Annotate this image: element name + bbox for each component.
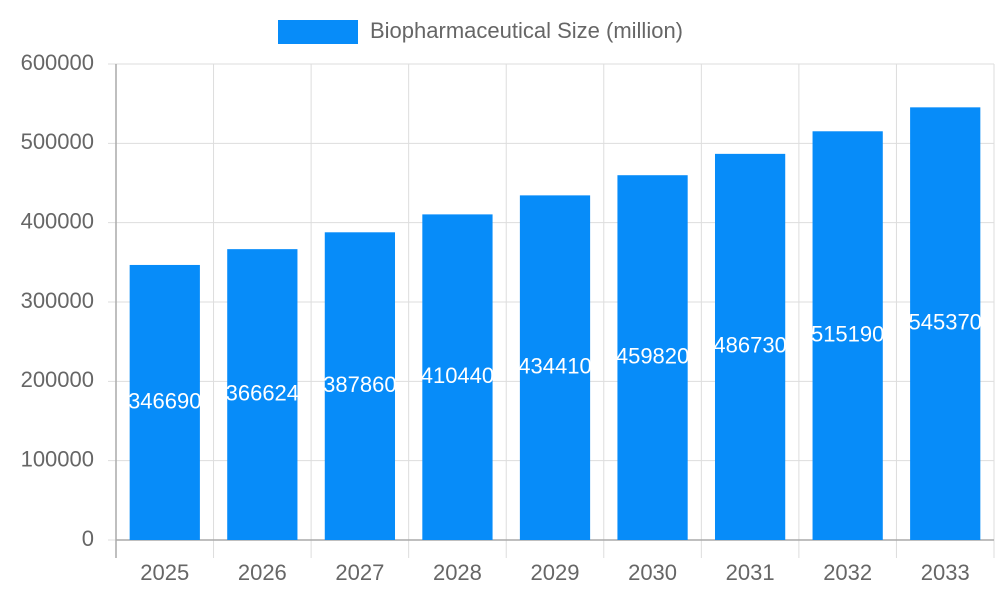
data-label: 515190 — [811, 321, 884, 346]
bar — [422, 214, 493, 540]
y-tick-label: 500000 — [21, 129, 94, 154]
y-tick-label: 200000 — [21, 367, 94, 392]
data-label: 486730 — [713, 333, 786, 358]
bar — [227, 249, 298, 540]
x-tick-label: 2025 — [140, 560, 189, 585]
x-tick-label: 2030 — [628, 560, 677, 585]
bar — [714, 153, 786, 540]
y-tick-label: 0 — [82, 526, 94, 551]
y-tick-label: 400000 — [21, 208, 94, 233]
data-label: 346690 — [128, 388, 201, 413]
data-label: 459820 — [616, 343, 689, 368]
data-label: 410440 — [421, 363, 494, 388]
legend-swatch — [278, 20, 358, 44]
bar — [129, 264, 200, 540]
x-tick-label: 2033 — [921, 560, 970, 585]
x-tick-label: 2026 — [238, 560, 287, 585]
bar — [324, 232, 396, 540]
x-tick-label: 2029 — [531, 560, 580, 585]
x-tick-label: 2027 — [335, 560, 384, 585]
y-tick-label: 300000 — [21, 288, 94, 313]
bar — [617, 175, 688, 540]
data-label: 387860 — [323, 372, 396, 397]
bar — [812, 131, 883, 540]
data-label: 545370 — [909, 309, 982, 334]
y-tick-label: 100000 — [21, 446, 94, 471]
data-label: 434410 — [518, 353, 591, 378]
legend-label: Biopharmaceutical Size (million) — [370, 18, 683, 43]
x-tick-label: 2028 — [433, 560, 482, 585]
data-label: 366624 — [226, 380, 299, 405]
x-tick-label: 2031 — [726, 560, 775, 585]
y-tick-label: 600000 — [21, 50, 94, 75]
x-tick-label: 2032 — [823, 560, 872, 585]
bar — [519, 195, 591, 540]
bar — [910, 107, 981, 541]
